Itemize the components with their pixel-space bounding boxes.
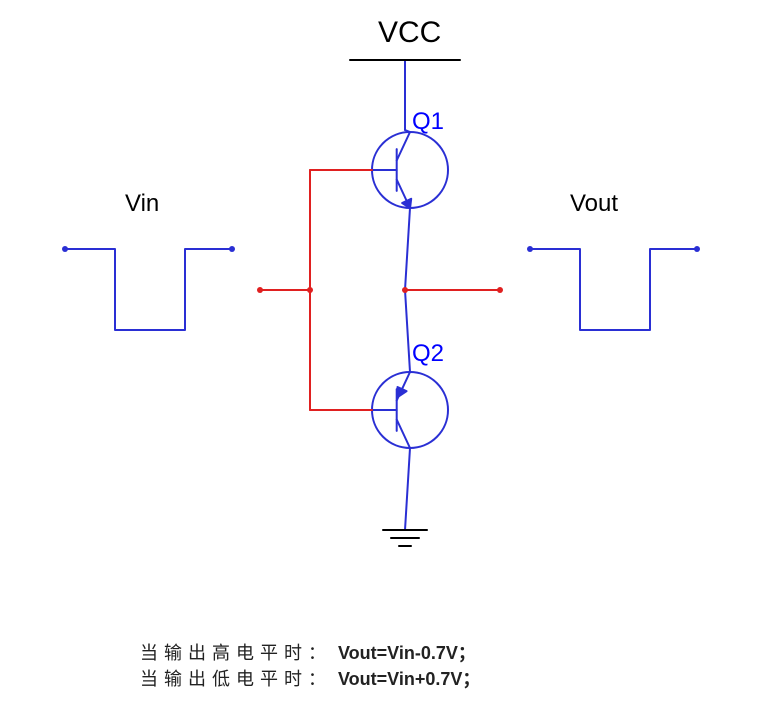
wires-red (257, 170, 503, 410)
caption-line-2-cn: 当输出低电平时： (140, 669, 332, 689)
label-q2: Q2 (412, 340, 444, 368)
caption-line-1-cn: 当输出高电平时： (140, 643, 332, 663)
circuit-svg (0, 0, 767, 713)
caption-line-2: 当输出低电平时： Vout=Vin+0.7V； (140, 666, 480, 692)
label-vcc: VCC (378, 16, 441, 50)
caption-line-1: 当输出高电平时： Vout=Vin-0.7V； (140, 640, 480, 666)
wires-blue (62, 60, 700, 530)
caption-line-1-eq: Vout=Vin-0.7V； (338, 643, 476, 663)
caption-line-2-eq: Vout=Vin+0.7V； (338, 669, 480, 689)
label-vin: Vin (125, 190, 159, 218)
circuit-canvas: VCC Q1 Q2 Vin Vout 当输出高电平时： Vout=Vin-0.7… (0, 0, 767, 713)
label-vout: Vout (570, 190, 618, 218)
caption-block: 当输出高电平时： Vout=Vin-0.7V； 当输出低电平时： Vout=Vi… (140, 640, 480, 692)
label-q1: Q1 (412, 108, 444, 136)
